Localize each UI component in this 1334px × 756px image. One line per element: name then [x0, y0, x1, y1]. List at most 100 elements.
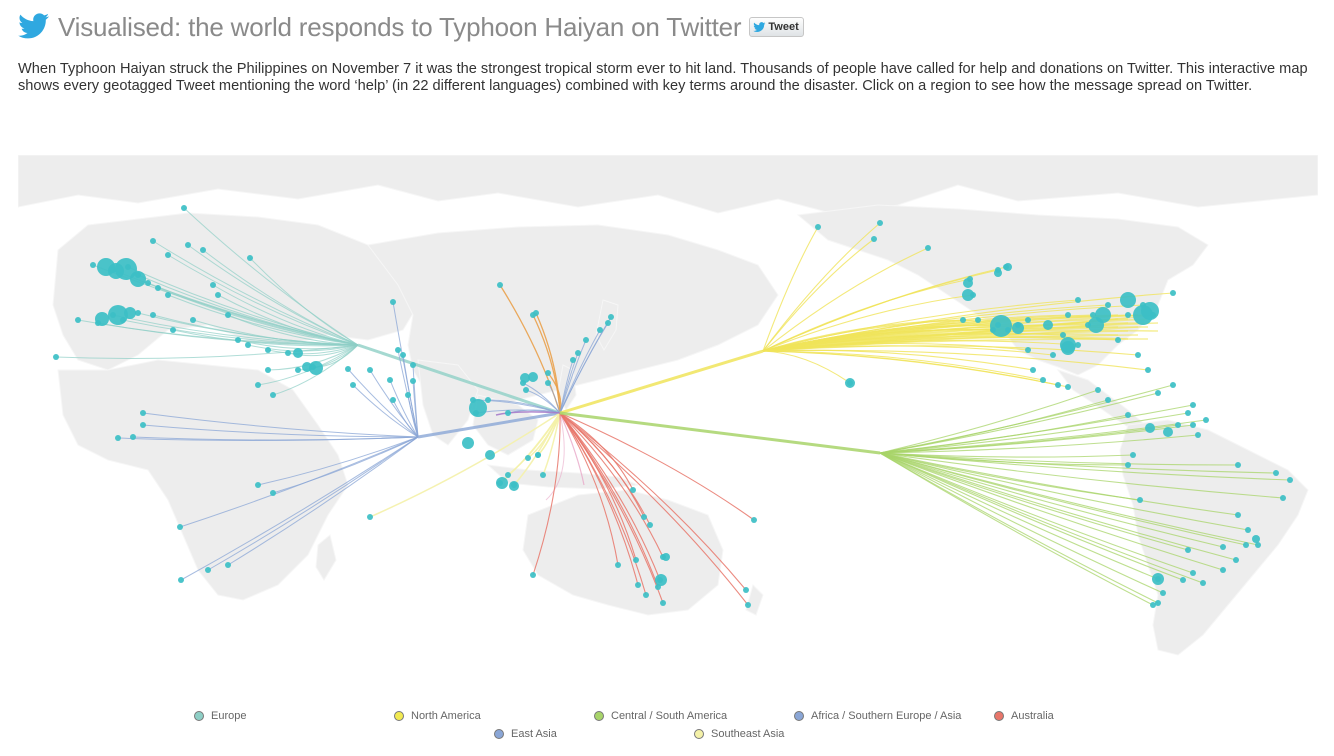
- tweet-dot[interactable]: [745, 602, 751, 608]
- tweet-dot[interactable]: [345, 366, 351, 372]
- tweet-dot[interactable]: [505, 472, 511, 478]
- tweet-dot[interactable]: [181, 205, 187, 211]
- tweet-dot[interactable]: [400, 352, 406, 358]
- tweet-dot[interactable]: [1175, 422, 1181, 428]
- tweet-dot[interactable]: [1170, 290, 1176, 296]
- tweet-dot[interactable]: [597, 327, 603, 333]
- tweet-dot[interactable]: [1061, 341, 1075, 355]
- tweet-dot[interactable]: [1095, 387, 1101, 393]
- tweet-dot[interactable]: [1030, 367, 1036, 373]
- tweet-dot[interactable]: [1243, 542, 1249, 548]
- tweet-dot[interactable]: [877, 220, 883, 226]
- tweet-dot[interactable]: [1060, 332, 1066, 338]
- tweet-dot[interactable]: [1150, 602, 1156, 608]
- tweet-dot[interactable]: [1065, 384, 1071, 390]
- tweet-dot[interactable]: [1040, 377, 1046, 383]
- tweet-dot[interactable]: [1220, 544, 1226, 550]
- tweet-dot[interactable]: [1163, 427, 1173, 437]
- tweet-dot[interactable]: [1125, 312, 1131, 318]
- legend-item-australia[interactable]: Australia: [994, 710, 1054, 722]
- tweet-dot[interactable]: [528, 372, 538, 382]
- tweet-dot[interactable]: [215, 292, 221, 298]
- tweet-dot[interactable]: [469, 399, 487, 417]
- tweet-dot[interactable]: [1095, 307, 1111, 323]
- tweet-dot[interactable]: [1235, 462, 1241, 468]
- tweet-dot[interactable]: [265, 347, 271, 353]
- tweet-dot[interactable]: [225, 312, 231, 318]
- tweet-dot[interactable]: [155, 285, 161, 291]
- tweet-dot[interactable]: [1190, 402, 1196, 408]
- tweet-dot[interactable]: [641, 514, 647, 520]
- tweet-dot[interactable]: [509, 481, 519, 491]
- tweet-dot[interactable]: [1125, 412, 1131, 418]
- legend-item-southeast-asia[interactable]: Southeast Asia: [694, 728, 784, 740]
- tweet-dot[interactable]: [178, 577, 184, 583]
- tweet-dot[interactable]: [1233, 557, 1239, 563]
- tweet-dot[interactable]: [1195, 432, 1201, 438]
- tweet-dot[interactable]: [1245, 527, 1251, 533]
- tweet-dot[interactable]: [751, 517, 757, 523]
- tweet-dot[interactable]: [1135, 352, 1141, 358]
- tweet-dot[interactable]: [75, 317, 81, 323]
- tweet-dot[interactable]: [1203, 417, 1209, 423]
- tweet-dot[interactable]: [608, 314, 614, 320]
- tweet-dot[interactable]: [496, 477, 508, 489]
- tweet-dot[interactable]: [1012, 322, 1024, 334]
- tweet-dot[interactable]: [523, 387, 529, 393]
- tweet-dot[interactable]: [200, 247, 206, 253]
- tweet-dot[interactable]: [190, 317, 196, 323]
- tweet-dot[interactable]: [1180, 577, 1186, 583]
- legend-item-europe[interactable]: Europe: [194, 710, 246, 722]
- tweet-dot[interactable]: [485, 450, 495, 460]
- tweet-dot[interactable]: [140, 422, 146, 428]
- tweet-dot[interactable]: [130, 434, 136, 440]
- tweet-dot[interactable]: [1025, 347, 1031, 353]
- tweet-dot[interactable]: [1287, 477, 1293, 483]
- tweet-dot[interactable]: [990, 315, 1012, 337]
- tweet-dot[interactable]: [630, 487, 636, 493]
- tweet-dot[interactable]: [1145, 367, 1151, 373]
- tweet-dot[interactable]: [1155, 600, 1161, 606]
- tweet-dot[interactable]: [605, 320, 611, 326]
- tweet-dot[interactable]: [205, 567, 211, 573]
- tweet-dot[interactable]: [90, 262, 96, 268]
- tweet-dot[interactable]: [1004, 263, 1012, 271]
- legend-item-east-asia[interactable]: East Asia: [494, 728, 557, 740]
- tweet-dot[interactable]: [295, 367, 301, 373]
- tweet-dot[interactable]: [545, 380, 551, 386]
- tweet-dot[interactable]: [962, 289, 974, 301]
- tweet-dot[interactable]: [165, 292, 171, 298]
- tweet-dot[interactable]: [53, 354, 59, 360]
- legend-item-north-america[interactable]: North America: [394, 710, 481, 722]
- tweet-dot[interactable]: [225, 562, 231, 568]
- tweet-dot[interactable]: [485, 397, 491, 403]
- tweet-dot[interactable]: [655, 574, 667, 586]
- tweet-dot[interactable]: [410, 378, 416, 384]
- legend-item-africa-southern-europe-asia[interactable]: Africa / Southern Europe / Asia: [794, 710, 961, 722]
- tweet-dot[interactable]: [647, 522, 653, 528]
- tweet-dot[interactable]: [1185, 410, 1191, 416]
- tweet-dot[interactable]: [255, 482, 261, 488]
- tweet-dot[interactable]: [1145, 423, 1155, 433]
- tweet-dot[interactable]: [150, 312, 156, 318]
- tweet-dot[interactable]: [367, 367, 373, 373]
- tweet-dot[interactable]: [1220, 567, 1226, 573]
- world-map[interactable]: [18, 155, 1318, 665]
- tweet-dot[interactable]: [210, 282, 216, 288]
- tweet-dot[interactable]: [1055, 382, 1061, 388]
- tweet-dot[interactable]: [530, 312, 536, 318]
- tweet-dot[interactable]: [140, 410, 146, 416]
- tweet-dot[interactable]: [1273, 470, 1279, 476]
- tweet-dot[interactable]: [1065, 312, 1071, 318]
- tweet-dot[interactable]: [662, 553, 670, 561]
- tweet-dot[interactable]: [124, 307, 136, 319]
- tweet-dot[interactable]: [247, 255, 253, 261]
- tweet-dot[interactable]: [367, 514, 373, 520]
- legend-item-central-south-america[interactable]: Central / South America: [594, 710, 727, 722]
- tweet-dot[interactable]: [525, 455, 531, 461]
- tweet-dot[interactable]: [815, 224, 821, 230]
- tweet-dot[interactable]: [115, 435, 121, 441]
- tweet-dot[interactable]: [1160, 590, 1166, 596]
- tweet-dot[interactable]: [135, 310, 141, 316]
- tweet-dot[interactable]: [1280, 495, 1286, 501]
